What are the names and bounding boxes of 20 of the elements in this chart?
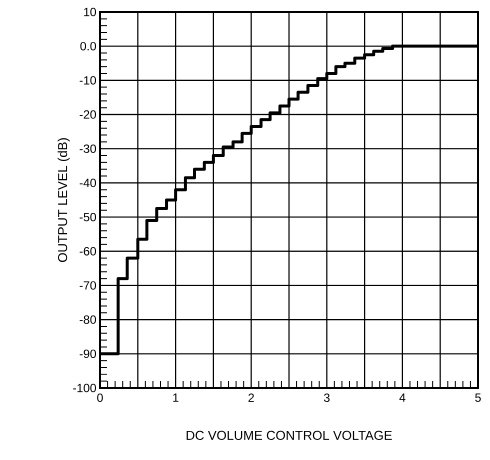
x-tick-label: 5 <box>475 394 481 402</box>
x-tick-label: 2 <box>248 394 254 402</box>
x-tick-label: 0 <box>97 394 103 402</box>
y-tick-label: -100 <box>73 384 96 392</box>
y-tick-label: -30 <box>80 144 96 153</box>
y-tick-label: -50 <box>80 212 96 222</box>
y-tick-label: 0.0 <box>80 42 96 50</box>
y-axis-title: OUTPUT LEVEL (dB) <box>58 138 70 262</box>
x-tick-label: 3 <box>324 394 330 402</box>
y-tick-label: 10 <box>84 8 96 16</box>
x-axis-title: DC VOLUME CONTROL VOLTAGE <box>186 430 392 440</box>
y-tick-label: -70 <box>80 281 96 290</box>
x-tick-label: 1 <box>173 394 178 402</box>
y-tick-label: -40 <box>80 178 96 188</box>
x-tick-label: 4 <box>399 394 406 402</box>
y-tick-label: -10 <box>80 76 96 85</box>
y-tick-label: -90 <box>80 350 96 358</box>
y-tick-label: -20 <box>80 110 96 119</box>
y-tick-label: -60 <box>80 247 96 256</box>
y-tick-label: -80 <box>80 315 96 324</box>
